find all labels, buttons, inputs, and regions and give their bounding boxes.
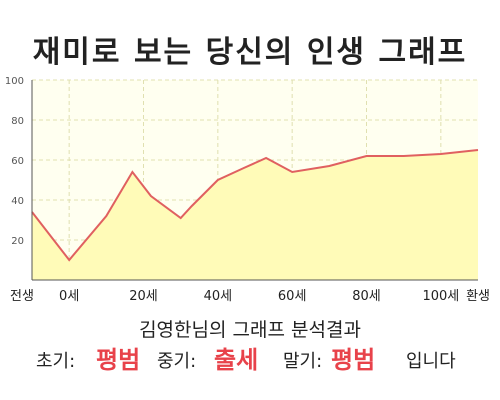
x-tick-label: 100세 (422, 289, 459, 304)
x-tick-label: 20세 (129, 289, 158, 304)
analysis-title: 김영한님의 그래프 분석결과 (139, 319, 361, 341)
middle-label: 중기: (157, 351, 197, 372)
x-tick-labels: 전생 0세 20세 40세 60세 80세 100세 환생 (10, 289, 490, 304)
x-tick-label: 60세 (278, 289, 307, 304)
middle-result: 출세 (214, 346, 259, 374)
early-label: 초기: (36, 351, 76, 372)
y-tick-label: 100 (5, 76, 24, 87)
y-tick-label: 60 (11, 156, 24, 167)
y-tick-labels: 20 40 60 80 100 (5, 76, 24, 247)
series-line (31, 149, 479, 262)
chart-title: 재미로 보는 당신의 인생 그래프 (32, 35, 468, 70)
y-tick-label: 40 (11, 196, 24, 207)
late-label: 말기: (283, 351, 323, 372)
series-area-fill (32, 150, 478, 280)
x-tick-label: 전생 (10, 289, 34, 304)
x-tick-label: 환생 (466, 289, 490, 304)
x-tick-label: 40세 (204, 289, 233, 304)
late-result: 평범 (331, 346, 376, 374)
x-tick-label: 80세 (352, 289, 381, 304)
early-result: 평범 (96, 346, 141, 374)
x-tick-label: 0세 (59, 289, 79, 304)
life-graph-chart: 20 40 60 80 100 전생 0세 20세 40세 60세 80세 100세 환생 (5, 76, 490, 304)
y-tick-label: 80 (11, 116, 24, 127)
ending-text: 입니다 (406, 351, 456, 372)
y-tick-label: 20 (11, 236, 24, 247)
